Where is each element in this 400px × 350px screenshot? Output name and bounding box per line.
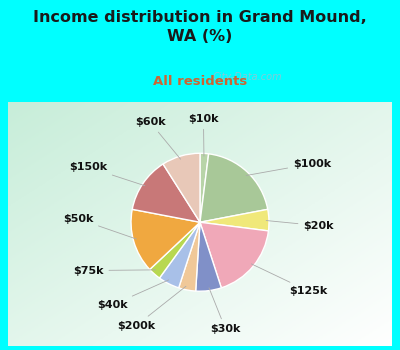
Text: $30k: $30k: [209, 288, 241, 334]
Text: $100k: $100k: [246, 159, 331, 175]
Text: $125k: $125k: [251, 264, 328, 296]
Text: All residents: All residents: [153, 75, 247, 88]
Wedge shape: [200, 209, 269, 231]
Text: $150k: $150k: [69, 162, 145, 186]
Text: $200k: $200k: [117, 286, 186, 331]
Wedge shape: [179, 222, 200, 291]
Wedge shape: [132, 164, 200, 222]
Wedge shape: [200, 154, 268, 222]
Wedge shape: [200, 222, 268, 288]
Wedge shape: [160, 222, 200, 288]
Wedge shape: [200, 153, 209, 222]
Text: Income distribution in Grand Mound,
WA (%): Income distribution in Grand Mound, WA (…: [33, 10, 367, 44]
Wedge shape: [163, 153, 200, 222]
Text: City-Data.com: City-Data.com: [212, 72, 282, 82]
Wedge shape: [196, 222, 221, 291]
Text: $50k: $50k: [63, 214, 136, 239]
Wedge shape: [131, 209, 200, 270]
Text: $40k: $40k: [97, 280, 169, 310]
Text: $75k: $75k: [73, 266, 155, 275]
Text: $20k: $20k: [266, 220, 334, 231]
Wedge shape: [150, 222, 200, 278]
Text: $60k: $60k: [135, 117, 180, 159]
Text: $10k: $10k: [188, 114, 219, 156]
